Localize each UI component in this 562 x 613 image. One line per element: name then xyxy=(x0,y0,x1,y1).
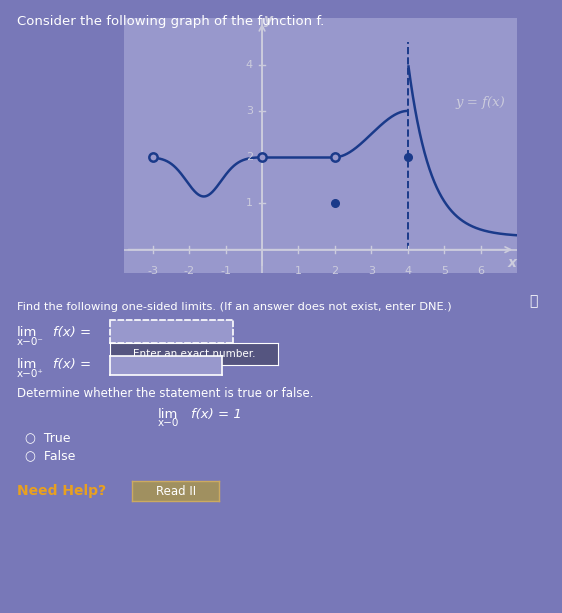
Text: 3: 3 xyxy=(246,106,253,116)
Text: Determine whether the statement is true or false.: Determine whether the statement is true … xyxy=(17,387,314,400)
Text: lim: lim xyxy=(157,408,178,421)
Text: y = f(x): y = f(x) xyxy=(455,96,505,109)
Text: -3: -3 xyxy=(147,266,158,276)
Text: Find the following one-sided limits. (If an answer does not exist, enter DNE.): Find the following one-sided limits. (If… xyxy=(17,302,451,311)
Text: x−0⁻: x−0⁻ xyxy=(17,337,44,347)
Text: 5: 5 xyxy=(441,266,448,276)
Text: y: y xyxy=(264,13,273,27)
Text: 6: 6 xyxy=(477,266,484,276)
Text: Read II: Read II xyxy=(156,485,196,498)
Text: -1: -1 xyxy=(220,266,231,276)
Text: ○  False: ○ False xyxy=(25,449,76,462)
Text: f(x) = 1: f(x) = 1 xyxy=(191,408,242,421)
Text: x−0⁺: x−0⁺ xyxy=(17,369,44,379)
Text: 1: 1 xyxy=(246,199,253,208)
Text: -2: -2 xyxy=(184,266,195,276)
Text: ○  True: ○ True xyxy=(25,432,71,444)
Text: 1: 1 xyxy=(295,266,302,276)
Text: Enter an exact number.: Enter an exact number. xyxy=(133,349,255,359)
Text: 2: 2 xyxy=(332,266,338,276)
Text: 2: 2 xyxy=(246,152,253,162)
Text: x−0: x−0 xyxy=(157,418,179,428)
Text: ⓘ: ⓘ xyxy=(530,294,538,308)
Text: lim: lim xyxy=(17,358,37,371)
Text: Need Help?: Need Help? xyxy=(17,484,106,498)
Text: Consider the following graph of the function f.: Consider the following graph of the func… xyxy=(17,15,324,28)
Text: f(x) =: f(x) = xyxy=(53,358,92,371)
Text: lim: lim xyxy=(17,326,37,339)
Text: 4: 4 xyxy=(404,266,411,276)
Text: x: x xyxy=(507,256,516,270)
Text: f(x) =: f(x) = xyxy=(53,326,92,339)
Text: 3: 3 xyxy=(368,266,375,276)
Text: 4: 4 xyxy=(246,59,253,70)
